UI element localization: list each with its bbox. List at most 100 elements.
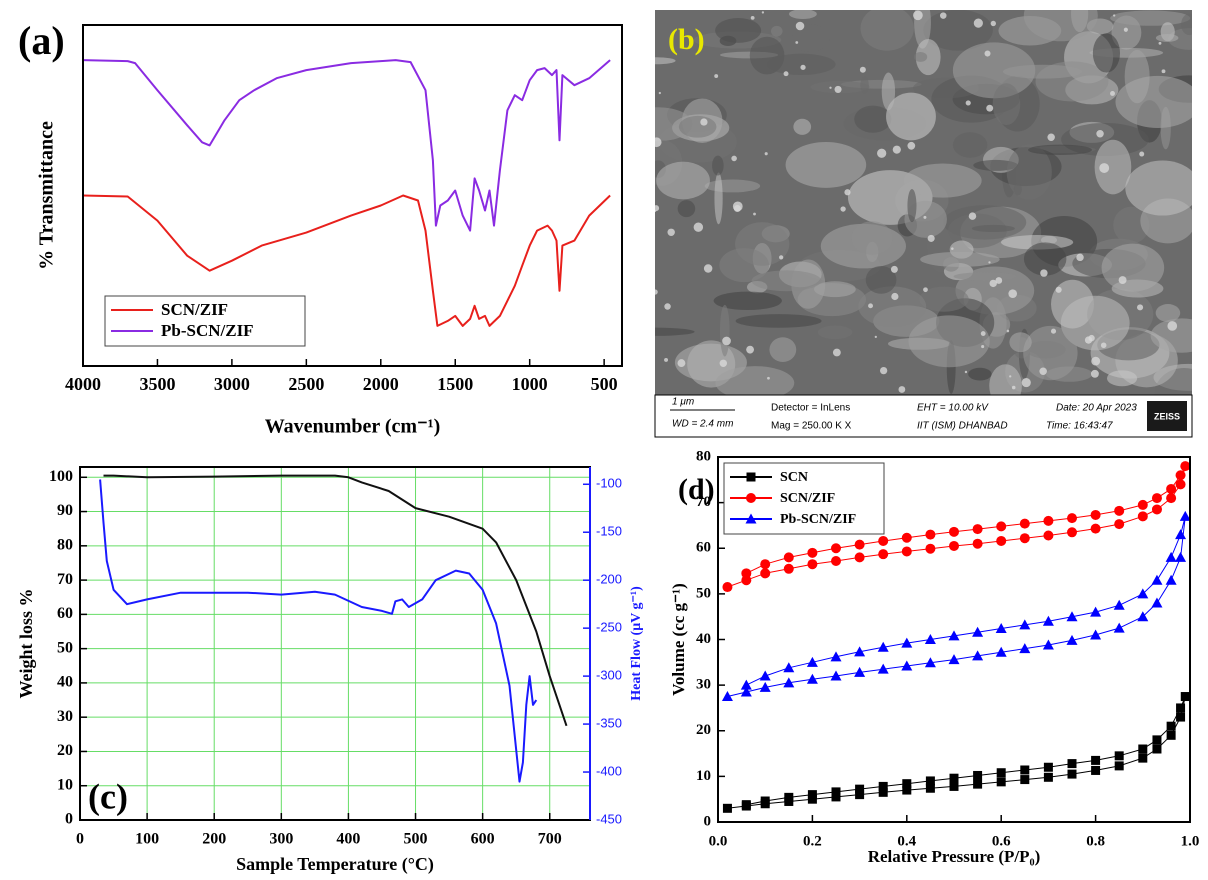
y2-tick-label: -450 (596, 811, 622, 826)
x-axis-label: Wavenumber (cm⁻¹) (265, 416, 441, 438)
marker (807, 548, 817, 558)
marker (949, 527, 959, 537)
marker (746, 493, 756, 503)
marker (760, 671, 771, 681)
sem-particle (991, 21, 996, 26)
y2-tick-label: -400 (596, 763, 622, 778)
sem-particle (714, 74, 718, 78)
sem-particle (1022, 378, 1031, 387)
sem-particle (1056, 287, 1062, 293)
sem-grain (1003, 65, 1082, 79)
sem-grain (752, 270, 822, 291)
sem-particle (1110, 91, 1115, 96)
sem-grain (972, 225, 1015, 232)
sem-grain (953, 132, 987, 158)
marker (855, 540, 865, 550)
sem-grain (854, 106, 891, 133)
sem-particle (746, 346, 754, 354)
marker (950, 782, 959, 791)
sem-particle (704, 264, 712, 272)
marker (1176, 479, 1186, 489)
marker (1020, 533, 1030, 543)
marker (1090, 607, 1101, 617)
marker (1138, 754, 1147, 763)
sem-particle (667, 229, 674, 236)
marker (1167, 731, 1176, 740)
sem-particle (868, 303, 873, 308)
sem-grain (786, 142, 867, 188)
marker (1115, 761, 1124, 770)
x-tick-label: 600 (471, 831, 495, 848)
sem-particle (1091, 370, 1099, 378)
marker (1151, 598, 1162, 608)
sem-particle (988, 261, 990, 263)
x-tick-label: 2000 (363, 374, 399, 394)
detector: Detector = InLens (771, 403, 850, 414)
sem-grain (1014, 183, 1022, 195)
marker (831, 556, 841, 566)
sem-particle (913, 10, 923, 20)
x-tick-label: 700 (538, 831, 562, 848)
marker (902, 533, 912, 543)
marker (747, 473, 756, 482)
y2-tick-label: -350 (596, 716, 622, 731)
marker (1043, 530, 1053, 540)
marker (855, 785, 864, 794)
y-tick-label: 0 (65, 811, 73, 828)
sem-grain (636, 57, 676, 64)
institute: IIT (ISM) DHANBAD (917, 421, 1008, 432)
sem-grain (678, 200, 696, 217)
x-axis-label: Relative Pressure (P/P₀) (868, 847, 1041, 866)
marker (1020, 775, 1029, 784)
marker (1020, 765, 1029, 774)
marker (1067, 513, 1077, 523)
sem-particle (969, 212, 976, 219)
marker (1020, 519, 1030, 529)
sem-particle (654, 210, 656, 212)
sem-particle (1096, 130, 1103, 137)
sem-particle (664, 358, 668, 362)
panel-label: (d) (678, 473, 715, 506)
sem-particle (1039, 367, 1047, 375)
marker (742, 800, 751, 809)
x-tick-label: 200 (202, 831, 226, 848)
marker (973, 524, 983, 534)
marker (973, 771, 982, 780)
marker (878, 549, 888, 559)
sem-particle (877, 149, 886, 158)
working-distance: WD = 2.4 mm (672, 419, 733, 430)
sem-particle (840, 206, 845, 211)
sem-grain (769, 337, 796, 362)
marker (926, 776, 935, 785)
marker (1067, 527, 1077, 537)
sem-particle (940, 12, 946, 18)
sem-particle (753, 213, 756, 216)
sem-particle (891, 293, 898, 300)
marker (1180, 461, 1190, 471)
sem-grain (712, 156, 724, 176)
sem-grain (1125, 161, 1200, 216)
marker (784, 564, 794, 574)
sem-grain (1102, 244, 1165, 292)
marker (1166, 552, 1177, 562)
sem-particle (985, 51, 991, 57)
sem-grain (617, 328, 695, 336)
marker (1091, 756, 1100, 765)
sem-particle (860, 67, 866, 73)
sem-particle (1009, 375, 1011, 377)
x-tick-label: 0.2 (803, 833, 822, 849)
sem-grain (705, 180, 760, 193)
marker (1114, 506, 1124, 516)
sem-particle (923, 287, 928, 292)
sem-grain (860, 77, 869, 94)
sem-particle (796, 22, 805, 31)
sem-particle (751, 16, 755, 20)
marker (973, 780, 982, 789)
series-line (83, 60, 610, 231)
sem-particle (880, 367, 887, 374)
sem-grain (968, 368, 991, 381)
marker (1167, 722, 1176, 731)
marker (1176, 470, 1186, 480)
marker (1114, 623, 1125, 633)
legend-label: SCN/ZIF (161, 300, 228, 319)
